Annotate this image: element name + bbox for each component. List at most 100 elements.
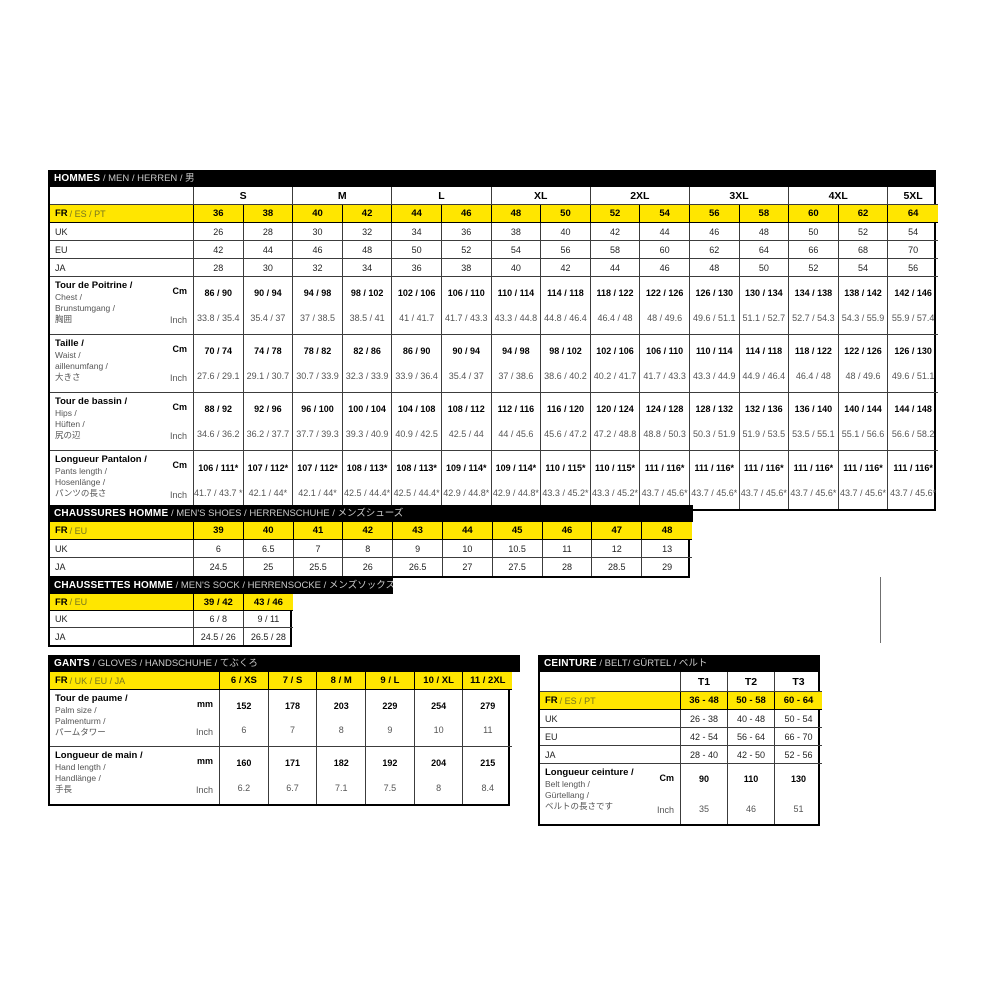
men-title-bar: HOMMES / MEN / HERREN / 男	[48, 170, 936, 187]
unit-bottom-label: Inch	[169, 373, 187, 383]
inch-value: 42.9 / 44.8*	[443, 487, 490, 498]
measure-name-translation: Gürtellang /	[545, 789, 589, 800]
region-size-cell: 25	[244, 558, 294, 576]
fr-size-cell: 58	[739, 205, 790, 223]
region-size-cell: 8	[343, 540, 394, 558]
glove-size-cell: 11 / 2XL	[463, 672, 513, 690]
measure-value-cell: 126 / 130 49.6 / 51.1	[689, 277, 740, 335]
unit-top-label: Cm	[172, 460, 187, 470]
measure-value-cell: 74 / 78 29.1 / 30.7	[243, 335, 294, 393]
belt-inch-cell: 35	[681, 794, 728, 824]
inch-value: 48.8 / 50.3	[643, 428, 686, 439]
measure-label-text: Tour de bassin / Hips / Hüften / 尻の辺	[55, 396, 127, 441]
region-size-cell: 40	[491, 259, 542, 277]
fr-size-cell: 48	[491, 205, 542, 223]
measure-label-cell: Tour de paume / Palm size / Palmenturm / パー…	[50, 690, 220, 747]
fr-size-row: FR / ES / PT 36 - 48 50 - 58 60 - 64	[540, 692, 822, 710]
region-size-cell: 10.5	[492, 540, 543, 558]
cm-value: 178	[285, 701, 301, 711]
cm-value: 106 / 111*	[198, 462, 239, 473]
measure-value-cell: 110 / 115* 43.3 / 45.2*	[591, 451, 641, 509]
measure-value-cell: 144 / 148 56.6 / 58.2	[888, 393, 938, 451]
measure-value-cell: 118 / 122 46.4 / 48	[590, 277, 641, 335]
region-size-cell: 44	[243, 241, 294, 259]
cm-value: 90 / 94	[254, 288, 282, 299]
inch-value: 43.7 / 45.6*	[839, 487, 887, 498]
measure-value-cell: 100 / 104 39.3 / 40.9	[342, 393, 393, 451]
measure-value-cell: 111 / 116* 43.7 / 45.6*	[690, 451, 740, 509]
measure-value-cell: 132 / 136 51.9 / 53.5	[739, 393, 790, 451]
region-size-row: EU 42 - 54 56 - 64 66 - 70	[540, 728, 822, 746]
measure-value-cell: 108 / 113* 42.5 / 44.4*	[343, 451, 393, 509]
cm-value: 94 / 98	[502, 346, 530, 357]
cm-value: 70 / 74	[204, 346, 233, 357]
inch-value: 29.1 / 30.7	[246, 370, 290, 381]
unit-bottom-label: Inch	[169, 490, 187, 500]
table-grid: T1 T2 T3 FR / ES / PT 36 - 48 50 - 58 60 - 64 U…	[538, 672, 822, 826]
fr-size-cell: 43 / 46	[243, 594, 294, 611]
region-size-row: JA 28 - 40 42 - 50 52 - 56	[540, 746, 822, 764]
fr-size-cell: 44	[442, 522, 493, 540]
measure-value-cell: 102 / 106 40.2 / 41.7	[590, 335, 641, 393]
fr-size-row: FR / ES / PT 36 38 40 42 44 46 48 50 52 54 56 58 60 62…	[50, 205, 938, 223]
region-label: UK	[50, 611, 194, 628]
fr-size-cell: 47	[592, 522, 643, 540]
region-size-cell: 26.5	[393, 558, 443, 576]
region-size-cell: 46	[640, 259, 690, 277]
cm-value: 109 / 114*	[495, 462, 537, 473]
fr-size-cell: 60 - 64	[775, 692, 822, 710]
measure-name-translation: Handlänge /	[55, 772, 101, 783]
fr-size-label: FR / EU	[50, 522, 194, 540]
measure-name-translation: Hand length /	[55, 761, 106, 772]
measure-value-cell: 109 / 114* 42.9 / 44.8*	[442, 451, 492, 509]
cm-value: 124 / 128	[645, 404, 684, 415]
region-size-row: JA 24.5 / 26 26.5 / 28	[50, 628, 290, 645]
cm-value: 111 / 116*	[843, 462, 883, 473]
measure-value-cell: 111 / 116* 43.7 / 45.6*	[740, 451, 790, 509]
measure-value-cell: 109 / 114* 42.9 / 44.8*	[492, 451, 542, 509]
fr-size-cell: 62	[838, 205, 889, 223]
inch-value: 38.6 / 40.2	[544, 370, 587, 381]
unit-bottom-label: Inch	[195, 785, 213, 795]
fr-size-cell: 43	[393, 522, 443, 540]
measure-value-cell: 114 / 118 44.9 / 46.4	[739, 335, 790, 393]
inch-value: 43.3 / 44.8	[494, 312, 538, 323]
cm-value: 112 / 116	[497, 404, 535, 415]
inch-value: 7	[290, 725, 296, 735]
measure-value-cell: 126 / 130 49.6 / 51.1	[888, 335, 938, 393]
inch-value: 53.5 / 55.1	[792, 428, 835, 439]
measure-value-cell: 106 / 111* 41.7 / 43.7 *	[194, 451, 244, 509]
cm-value: 120 / 124	[596, 404, 634, 415]
table-grid: S M L XL 2XL 3XL 4XL 5XL FR / ES / PT 36 38 40 42 44 4…	[48, 187, 938, 511]
belt-table: CEINTURE / BELT/ GÜRTEL / ベルト T1 T2 T3 FR / …	[538, 655, 822, 826]
inch-value: 44 / 45.6	[498, 428, 534, 439]
belt-cm-cell: 110	[728, 764, 775, 794]
region-label: EU	[50, 241, 194, 259]
measure-name-translation: Palm size /	[55, 704, 97, 715]
cm-value: 144 / 148	[894, 404, 932, 415]
region-size-row: UK 26 28 30 32 34 36 38 40 42 44 46 48 50 52 54	[50, 223, 938, 241]
inch-value: 37 / 38.6	[498, 370, 534, 381]
region-size-cell: 30	[293, 223, 343, 241]
measure-value-cell: 107 / 112* 42.1 / 44*	[293, 451, 343, 509]
measure-name-translation: Chest /	[55, 291, 82, 302]
inch-value: 33.9 / 36.4	[395, 370, 438, 381]
inch-value: 30.7 / 33.9	[296, 370, 339, 381]
measure-value-cell: 98 / 102 38.6 / 40.2	[541, 335, 591, 393]
unit-top-label: Cm	[659, 773, 674, 783]
cm-value: 102 / 106	[397, 288, 436, 299]
inch-value: 37.7 / 39.3	[296, 428, 339, 439]
measure-value-cell: 78 / 82 30.7 / 33.9	[293, 335, 343, 393]
region-size-cell: 48	[739, 223, 790, 241]
region-size-row: JA 24.5 25 25.5 26 26.5 27 27.5 28 28.5 29	[50, 558, 688, 576]
unit-bottom-label: Inch	[169, 431, 187, 441]
region-size-cell: 50 - 54	[775, 710, 822, 728]
measure-value-cell: 122 / 126 48 / 49.6	[838, 335, 889, 393]
region-code-primary: FR	[55, 525, 68, 536]
stray-vertical-divider	[880, 577, 881, 643]
measure-name-translation: 大きさ	[55, 371, 81, 382]
cm-value: 92 / 96	[254, 404, 282, 415]
gloves-table: GANTS / GLOVES / HANDSCHUHE / てぶくろ FR / U…	[48, 655, 520, 806]
inch-value: 49.6 / 51.1	[692, 312, 736, 323]
region-size-cell: 42	[590, 223, 641, 241]
